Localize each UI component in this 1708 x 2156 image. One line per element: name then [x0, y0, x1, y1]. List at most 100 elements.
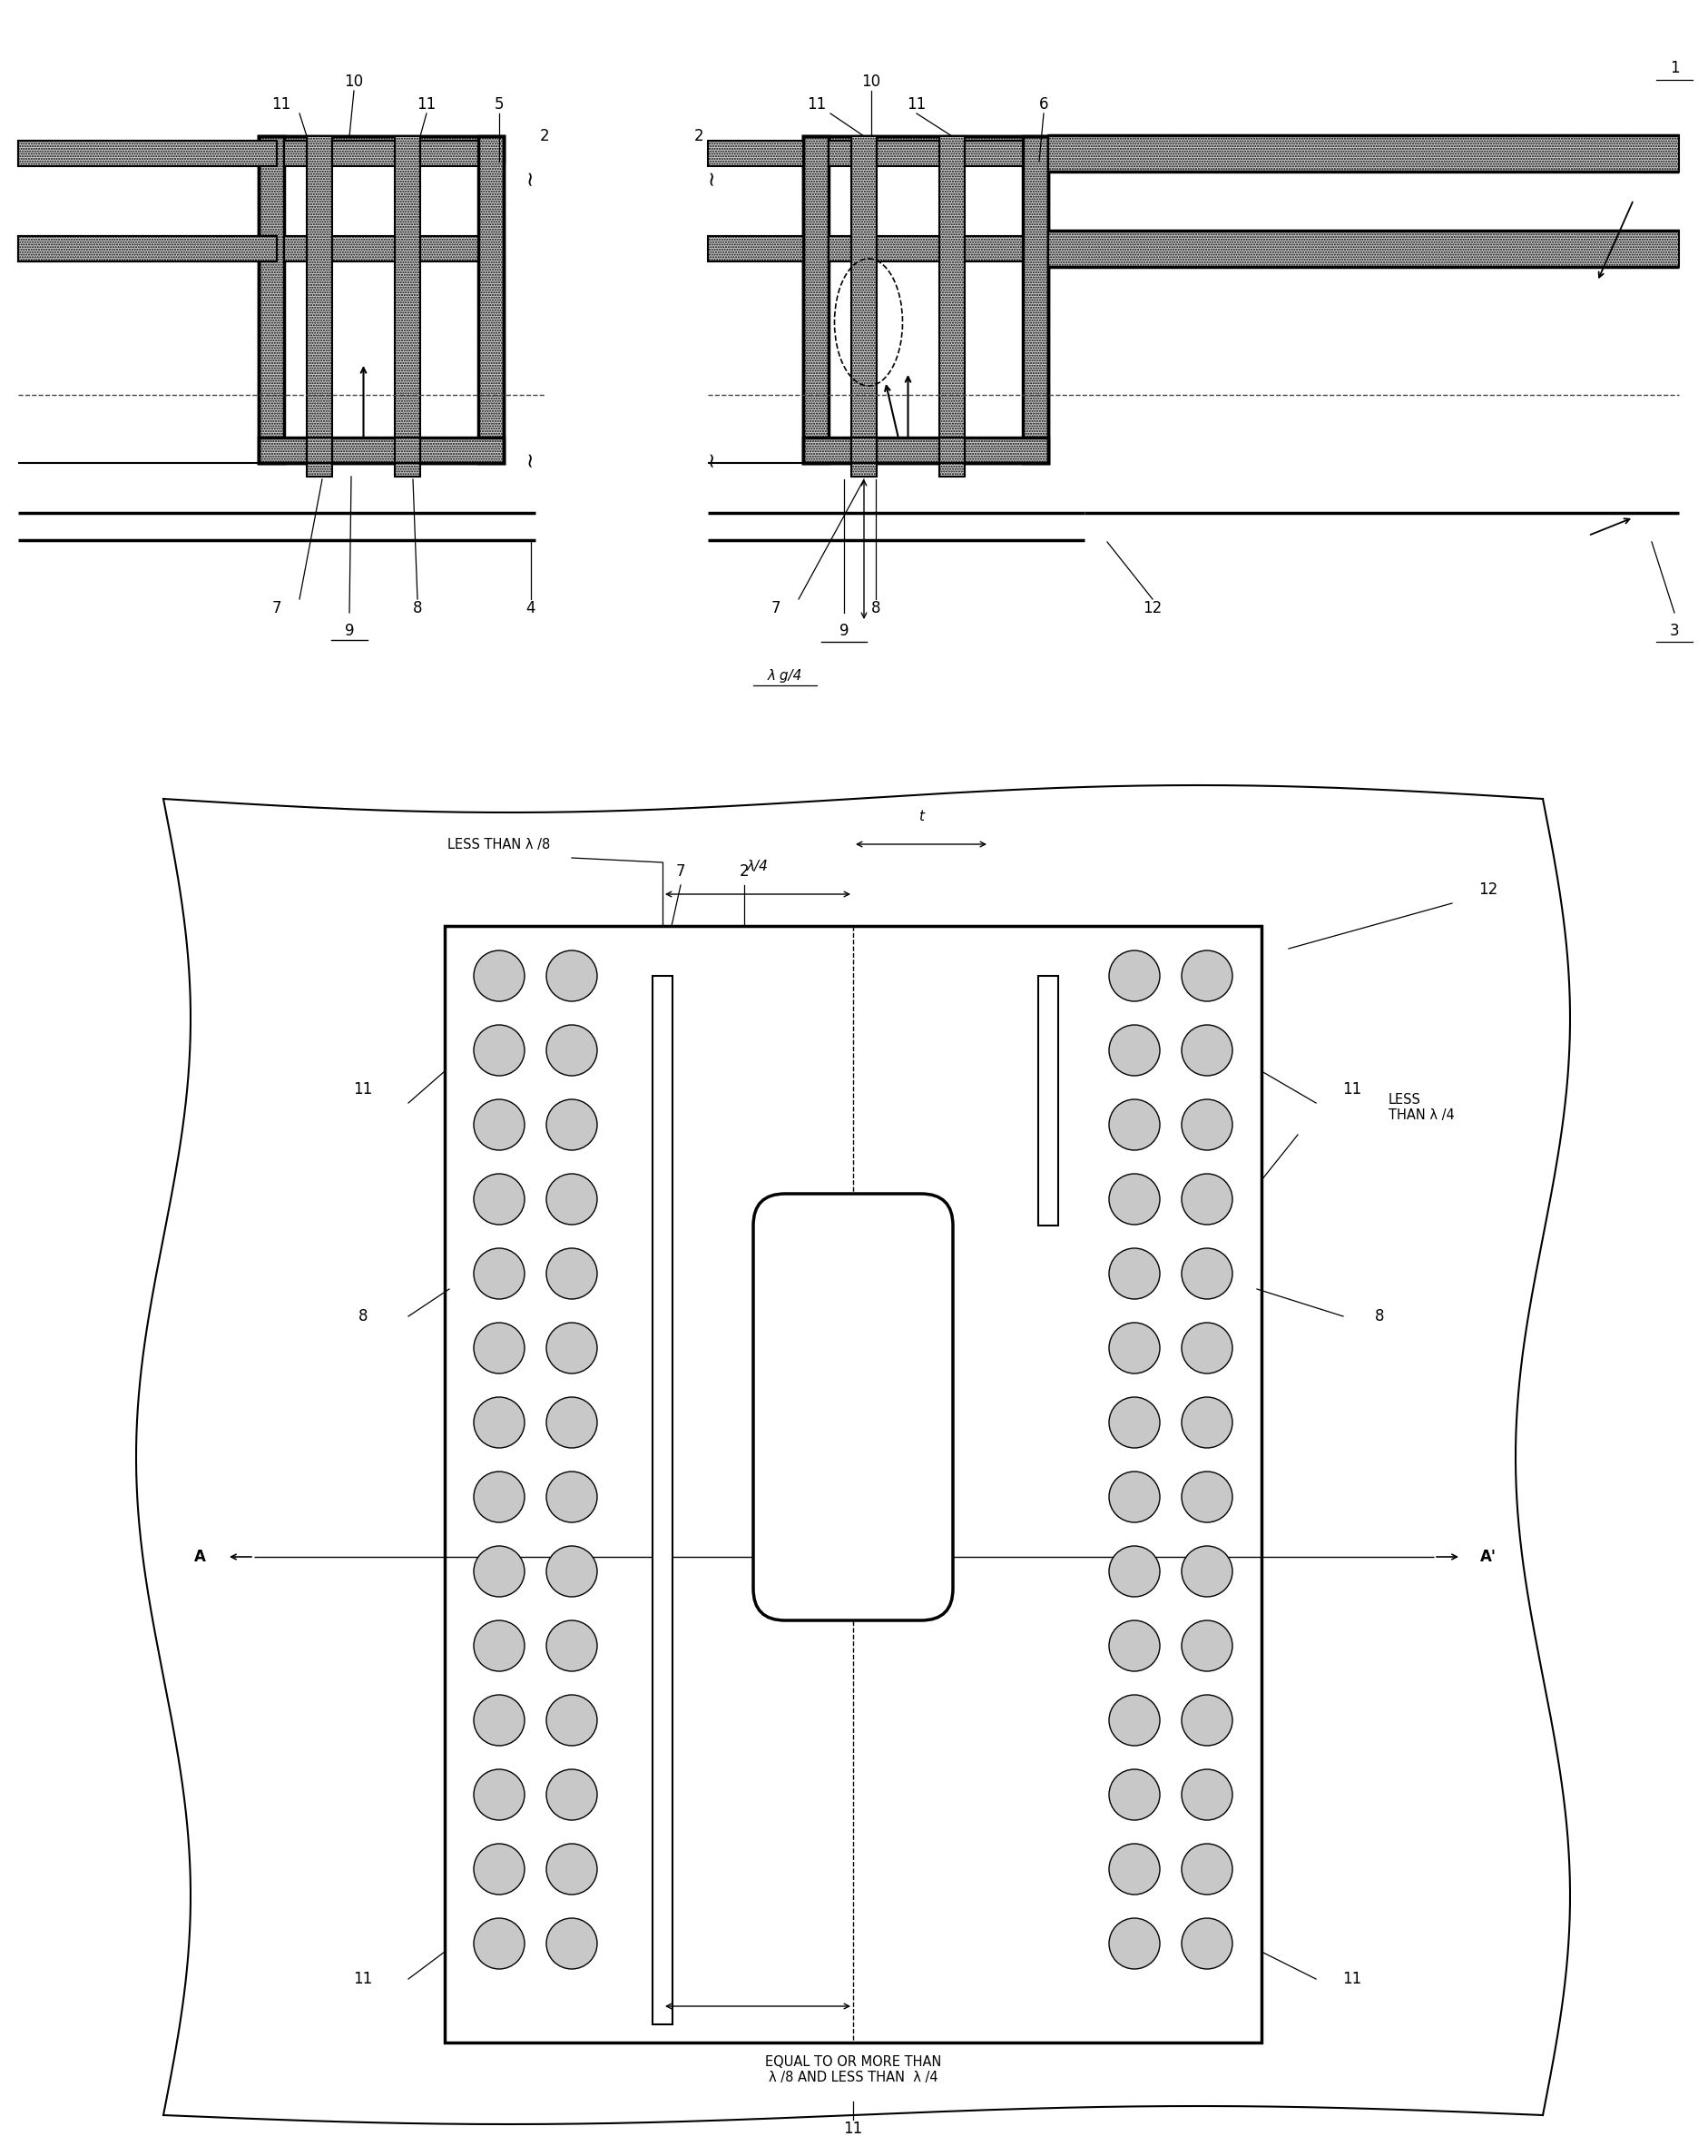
Text: $\sim$: $\sim$ — [704, 170, 721, 192]
Bar — [307, 464, 331, 476]
Bar — [939, 136, 965, 464]
Circle shape — [1108, 1322, 1160, 1373]
Text: 10: 10 — [861, 73, 881, 91]
Text: 9: 9 — [839, 623, 849, 638]
Bar — [965, 140, 1023, 166]
Bar — [258, 136, 504, 162]
Circle shape — [1108, 1173, 1160, 1225]
Bar — [876, 235, 939, 261]
Circle shape — [1108, 1473, 1160, 1522]
Bar — [19, 140, 277, 166]
Text: A': A' — [1481, 1548, 1496, 1565]
Circle shape — [1108, 951, 1160, 1000]
Circle shape — [547, 1397, 598, 1449]
Circle shape — [547, 1024, 598, 1076]
Text: 7: 7 — [676, 862, 685, 880]
Circle shape — [1182, 1546, 1233, 1598]
Text: 11: 11 — [907, 97, 926, 112]
Circle shape — [1182, 1695, 1233, 1746]
Circle shape — [547, 1322, 598, 1373]
Circle shape — [473, 1473, 524, 1522]
Circle shape — [1182, 1843, 1233, 1895]
Bar — [876, 140, 939, 166]
Bar — [420, 140, 478, 166]
Circle shape — [1108, 1100, 1160, 1149]
Circle shape — [1182, 1173, 1233, 1225]
Circle shape — [1182, 1100, 1233, 1149]
Circle shape — [1182, 1919, 1233, 1968]
Text: 11: 11 — [417, 97, 436, 112]
Bar — [395, 438, 420, 464]
Bar — [284, 235, 307, 261]
Text: 3: 3 — [1670, 623, 1679, 638]
Text: 8: 8 — [1375, 1309, 1383, 1324]
Bar — [939, 438, 965, 464]
Circle shape — [547, 1100, 598, 1149]
Circle shape — [1108, 1397, 1160, 1449]
Bar — [258, 136, 504, 464]
Circle shape — [1108, 1546, 1160, 1598]
Bar — [307, 438, 331, 464]
Text: 2: 2 — [693, 127, 704, 144]
Text: EQUAL TO OR MORE THAN
λ /8 AND LESS THAN  λ /4: EQUAL TO OR MORE THAN λ /8 AND LESS THAN… — [765, 2055, 941, 2085]
Bar — [395, 464, 420, 476]
Text: 8: 8 — [871, 599, 881, 617]
Bar — [707, 140, 803, 166]
Bar — [803, 438, 1049, 464]
Text: LESS THAN λ /8: LESS THAN λ /8 — [447, 837, 550, 852]
Circle shape — [473, 951, 524, 1000]
Text: 2: 2 — [540, 127, 550, 144]
Bar — [851, 136, 876, 464]
Bar — [652, 977, 673, 2024]
Text: 11: 11 — [844, 2122, 863, 2137]
Circle shape — [1182, 951, 1233, 1000]
Circle shape — [473, 1770, 524, 1820]
Text: 12: 12 — [1143, 599, 1161, 617]
Text: 8: 8 — [413, 599, 422, 617]
Text: 11: 11 — [354, 1080, 372, 1097]
Bar — [444, 925, 1262, 2042]
Circle shape — [473, 1546, 524, 1598]
Text: 6: 6 — [1038, 97, 1049, 112]
Bar — [258, 136, 284, 464]
Bar — [828, 140, 851, 166]
Bar — [965, 235, 1023, 261]
Circle shape — [1108, 1919, 1160, 1968]
Bar — [803, 136, 828, 464]
Circle shape — [1182, 1322, 1233, 1373]
Circle shape — [473, 1843, 524, 1895]
Circle shape — [1108, 1248, 1160, 1300]
Bar — [258, 438, 504, 464]
Bar — [19, 235, 277, 261]
Text: 10: 10 — [345, 73, 364, 91]
Text: 9: 9 — [345, 623, 354, 638]
Circle shape — [1182, 1473, 1233, 1522]
Bar — [1038, 977, 1059, 1225]
Circle shape — [1182, 1248, 1233, 1300]
Circle shape — [547, 1843, 598, 1895]
Circle shape — [1182, 1024, 1233, 1076]
Circle shape — [1108, 1843, 1160, 1895]
Circle shape — [547, 1770, 598, 1820]
Circle shape — [1108, 1024, 1160, 1076]
Text: $\sim$: $\sim$ — [704, 453, 721, 472]
Circle shape — [473, 1919, 524, 1968]
Circle shape — [1182, 1397, 1233, 1449]
Circle shape — [547, 1695, 598, 1746]
Text: 5: 5 — [494, 97, 504, 112]
Text: λ/4: λ/4 — [746, 860, 769, 873]
Bar — [19, 235, 277, 261]
Circle shape — [473, 1024, 524, 1076]
Bar — [707, 235, 803, 261]
Bar — [284, 140, 307, 166]
Circle shape — [473, 1695, 524, 1746]
Text: 1: 1 — [1670, 60, 1679, 75]
Text: 11: 11 — [354, 1971, 372, 1988]
Text: 4: 4 — [526, 599, 536, 617]
Text: 11: 11 — [1342, 1080, 1361, 1097]
Circle shape — [1108, 1770, 1160, 1820]
Bar — [420, 235, 478, 261]
Circle shape — [547, 1173, 598, 1225]
Bar — [1049, 231, 1679, 267]
Circle shape — [547, 1621, 598, 1671]
